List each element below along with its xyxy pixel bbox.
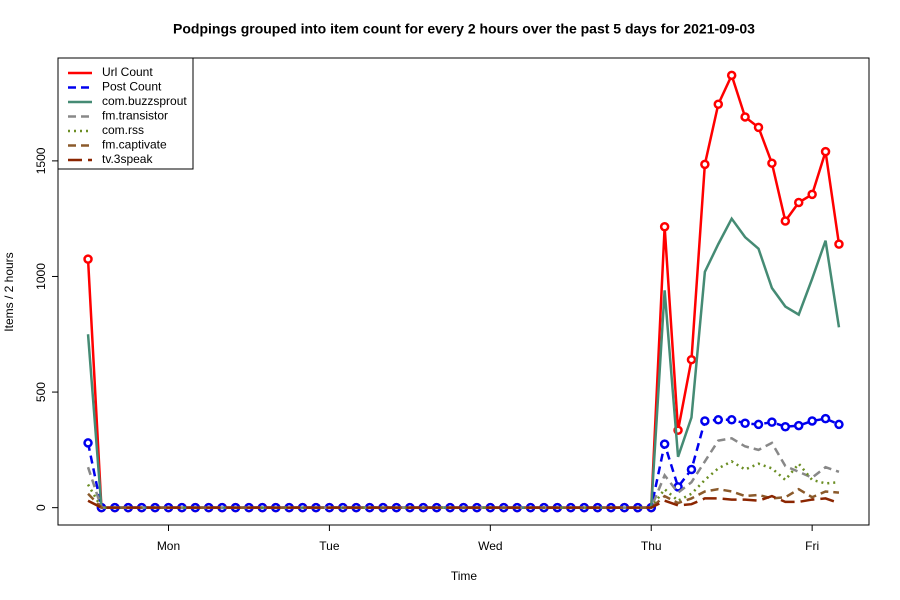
y-tick-label: 500 — [34, 382, 48, 402]
legend-label: com.rss — [102, 123, 144, 137]
legend-label: com.buzzsprout — [102, 94, 187, 108]
x-tick-label: Wed — [478, 539, 502, 553]
series-line — [86, 459, 840, 509]
x-tick-label: Tue — [319, 539, 340, 553]
point — [659, 222, 670, 232]
x-axis-label: Time — [451, 569, 478, 583]
point — [700, 159, 710, 170]
point — [780, 421, 791, 432]
y-tick-label: 0 — [34, 504, 48, 511]
point — [713, 415, 724, 425]
point — [834, 419, 844, 430]
point — [686, 354, 697, 365]
series-line — [86, 71, 841, 509]
point — [740, 418, 750, 429]
point — [83, 254, 93, 264]
point — [807, 189, 817, 200]
point — [726, 415, 737, 425]
point — [726, 70, 737, 81]
point — [700, 416, 710, 426]
point — [793, 420, 804, 431]
point — [83, 438, 93, 448]
point — [686, 464, 697, 475]
legend-label: Post Count — [102, 80, 162, 94]
point — [820, 146, 831, 157]
y-axis-label: Items / 2 hours — [2, 252, 16, 331]
point — [820, 413, 831, 424]
x-tick-label: Fri — [805, 539, 819, 553]
point — [740, 112, 750, 122]
point — [807, 416, 817, 426]
point — [834, 239, 844, 249]
point — [713, 99, 724, 109]
series-line — [86, 436, 840, 509]
legend-label: tv.3speak — [102, 152, 153, 166]
point — [793, 197, 804, 208]
point — [767, 158, 777, 168]
legend-label: fm.transistor — [102, 109, 168, 123]
x-tick-label: Thu — [641, 539, 662, 553]
plot-frame — [57, 57, 870, 526]
chart-title: Podpings grouped into item count for eve… — [173, 21, 755, 37]
point — [753, 122, 764, 133]
legend-label: fm.captivate — [102, 138, 167, 152]
legend-box — [57, 57, 194, 170]
y-tick-label: 1000 — [34, 263, 48, 290]
series-line — [87, 494, 840, 509]
point — [780, 216, 791, 226]
y-tick-label: 1500 — [34, 147, 48, 174]
point — [659, 439, 670, 449]
point — [753, 419, 764, 430]
x-tick-label: Mon — [157, 539, 180, 553]
point — [767, 417, 777, 427]
legend-label: Url Count — [102, 65, 153, 79]
